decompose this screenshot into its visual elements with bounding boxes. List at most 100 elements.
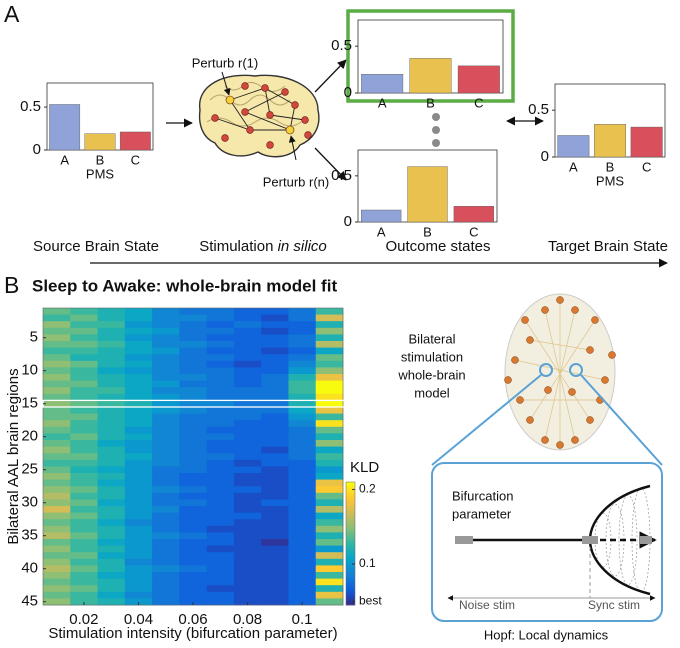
heatmap-cell: [179, 334, 208, 342]
heatmap-cell: [179, 545, 208, 553]
colorbar-step: [346, 588, 355, 592]
heatmap-cell: [43, 393, 71, 401]
heatmap-cell: [261, 453, 289, 461]
heatmap-cell: [315, 572, 344, 579]
heatmap-cell: [43, 552, 71, 560]
heatmap-cell: [315, 519, 344, 527]
colorbar-step: [346, 527, 355, 530]
heatmap-cell: [124, 473, 153, 480]
heatmap-cell: [233, 499, 262, 507]
y-tick-label: 25: [21, 461, 38, 478]
heatmap-cell: [288, 519, 317, 527]
heatmap-cell: [43, 591, 71, 599]
heatmap-cell: [179, 308, 208, 315]
heatmap-cell: [233, 433, 262, 441]
heatmap-cell: [152, 327, 180, 335]
heatmap-cell: [152, 420, 180, 428]
x-tick-label: A: [60, 152, 69, 167]
heatmap-cell: [152, 314, 180, 322]
heatmap-cell: [288, 341, 317, 348]
heatmap-cell: [152, 380, 180, 388]
heatmap-cell: [124, 446, 153, 454]
heatmap-cell: [124, 400, 153, 408]
heatmap-cell: [315, 539, 344, 546]
heatmap-cell: [43, 360, 71, 368]
heatmap-cell: [315, 486, 344, 494]
heatmap-cell: [179, 367, 208, 375]
colorbar-step: [346, 506, 355, 510]
heatmap-cell: [179, 314, 208, 322]
heatmap-cell: [261, 407, 289, 414]
heatmap-cell: [315, 400, 344, 408]
heatmap-cell: [43, 479, 71, 487]
stage-label: Stimulation: [199, 238, 273, 255]
panel-label: B: [4, 272, 19, 298]
colorbar-step: [346, 561, 355, 565]
heatmap-cell: [70, 473, 98, 480]
heatmap-cell: [152, 525, 180, 533]
heatmap-cell: [97, 360, 126, 368]
heatmap-cell: [315, 499, 344, 507]
colorbar-step: [346, 559, 355, 563]
y-tick-label: 0: [33, 141, 41, 158]
heatmap-cell: [97, 598, 126, 606]
model-label: stimulation: [401, 349, 463, 364]
heatmap-cell: [233, 512, 262, 520]
heatmap-cell: [124, 532, 153, 540]
heatmap-cell: [288, 545, 317, 553]
heatmap-cell: [97, 525, 126, 533]
heatmap-cell: [124, 565, 153, 573]
heatmap-cell: [179, 440, 208, 447]
heatmap-cell: [179, 387, 208, 395]
heatmap-cell: [97, 558, 126, 566]
heatmap-cell: [233, 492, 262, 500]
colorbar-step: [346, 555, 355, 559]
heatmap-cell: [288, 512, 317, 520]
heatmap-cell: [206, 558, 235, 566]
x-axis-label: PMS: [596, 173, 625, 188]
heatmap-cell: [261, 426, 289, 434]
heatmap-cell: [233, 506, 262, 513]
heatmap-cell: [152, 545, 180, 553]
colorbar-step: [346, 582, 355, 585]
y-tick-label: 15: [21, 395, 38, 412]
heatmap-cell: [261, 492, 289, 500]
heatmap-cell: [233, 327, 262, 335]
heatmap-cell: [206, 598, 235, 606]
heatmap-cell: [70, 393, 98, 401]
heatmap-cell: [124, 334, 153, 342]
heatmap-cell: [43, 380, 71, 388]
heatmap-cell: [124, 479, 153, 487]
colorbar-step: [346, 504, 355, 507]
x-axis-label: PMS: [86, 166, 115, 181]
heatmap-cell: [152, 387, 180, 395]
heatmap-cell: [152, 446, 180, 454]
heatmap-cell: [152, 473, 180, 480]
bifurcation-label: Bifurcation: [452, 488, 513, 503]
heatmap-cell: [179, 360, 208, 368]
colorbar-step: [346, 508, 355, 512]
heatmap-cell: [97, 308, 126, 315]
heatmap-cell: [43, 354, 71, 362]
heatmap-cell: [261, 591, 289, 599]
heatmap-cell: [233, 341, 262, 348]
heatmap-cell: [206, 473, 235, 480]
heatmap-cell: [288, 585, 317, 593]
heatmap-cell: [124, 492, 153, 500]
heatmap-cell: [315, 466, 344, 474]
heatmap-cell: [152, 407, 180, 414]
heatmap-cell: [206, 360, 235, 368]
heatmap-cell: [179, 321, 208, 329]
heatmap-cell: [43, 512, 71, 520]
heatmap-cell: [70, 308, 98, 315]
heatmap-cell: [261, 387, 289, 395]
heatmap-cell: [261, 420, 289, 428]
heatmap-cell: [261, 360, 289, 368]
heatmap-cell: [233, 367, 262, 375]
heatmap-cell: [261, 347, 289, 355]
heatmap-cell: [124, 426, 153, 434]
heatmap-cell: [43, 374, 71, 381]
heatmap-cell: [261, 598, 289, 606]
y-tick-label: 10: [21, 362, 38, 379]
